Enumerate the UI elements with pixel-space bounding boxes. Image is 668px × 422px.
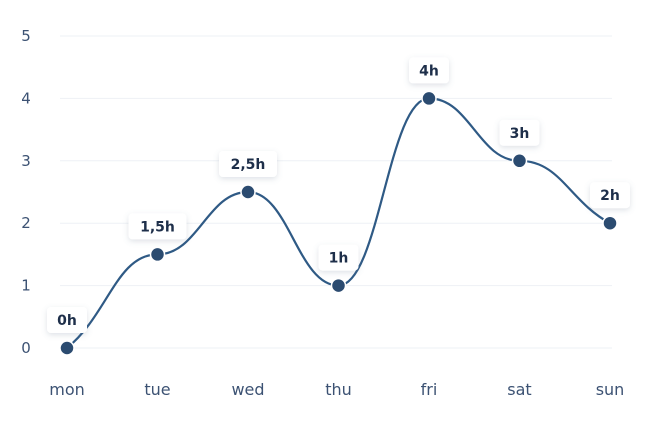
data-label-tue: 1,5h: [129, 213, 187, 239]
y-tick-label: 4: [21, 89, 31, 107]
data-point-fri[interactable]: [422, 91, 436, 105]
data-label-text: 3h: [510, 126, 530, 142]
data-label-sun: 2h: [590, 182, 630, 208]
data-label-wed: 2,5h: [219, 151, 277, 177]
x-axis: mon tue wed thu fri sat sun: [49, 380, 624, 399]
x-tick-label-thu: thu: [325, 380, 352, 399]
data-label-text: 4h: [419, 63, 439, 79]
x-tick-label-mon: mon: [49, 380, 85, 399]
data-label-text: 1h: [329, 251, 349, 267]
data-label-sat: 3h: [500, 120, 540, 146]
data-point-sun[interactable]: [603, 216, 617, 230]
data-label-thu: 1h: [319, 245, 359, 271]
data-label-text: 2h: [600, 188, 620, 204]
y-tick-label: 1: [21, 277, 31, 295]
data-point-thu[interactable]: [332, 279, 346, 293]
data-point-sat[interactable]: [513, 154, 527, 168]
data-label-text: 1,5h: [140, 219, 175, 235]
data-point-wed[interactable]: [241, 185, 255, 199]
x-tick-label-fri: fri: [421, 380, 438, 399]
data-point-tue[interactable]: [151, 247, 165, 261]
y-tick-label: 5: [21, 27, 31, 45]
data-label-fri: 4h: [409, 57, 449, 83]
y-tick-label: 2: [21, 214, 31, 232]
y-tick-label: 3: [21, 152, 31, 170]
x-tick-label-sun: sun: [596, 380, 625, 399]
data-label-text: 2,5h: [231, 157, 266, 173]
x-tick-label-sat: sat: [507, 380, 531, 399]
x-tick-label-tue: tue: [144, 380, 170, 399]
y-tick-label: 0: [21, 339, 31, 357]
data-label-text: 0h: [57, 313, 77, 329]
data-point-mon[interactable]: [60, 341, 74, 355]
x-tick-label-wed: wed: [231, 380, 264, 399]
grid-lines: [60, 36, 612, 348]
y-axis: 0 1 2 3 4 5: [21, 27, 31, 357]
data-label-mon: 0h: [47, 307, 87, 333]
